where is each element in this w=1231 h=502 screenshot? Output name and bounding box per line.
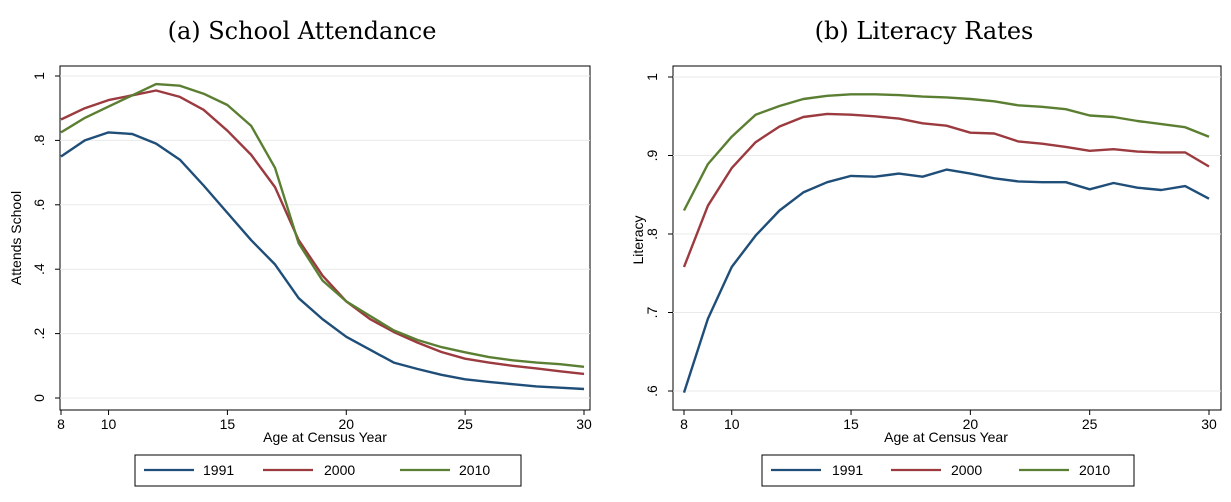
x-tick-label: 15	[843, 416, 859, 432]
series-lines-a	[60, 82, 585, 391]
series-line-2010	[60, 82, 585, 368]
series-line-2000	[60, 89, 585, 376]
x-tick-label: 30	[576, 416, 592, 432]
y-tick-label: .7	[644, 306, 660, 318]
series-line-2010	[682, 93, 1210, 212]
y-tick-label: 0	[31, 394, 47, 402]
chart-title-a: (a) School Attendance	[168, 17, 437, 45]
x-tick-label: 8	[57, 416, 65, 432]
legend-label-2010-a: 2010	[459, 462, 490, 478]
x-axis-label-a: Age at Census Year	[263, 429, 387, 445]
y-tick-label: .6	[644, 385, 660, 397]
series-line-1991	[682, 168, 1210, 393]
legend-b: 1991 2000 2010	[761, 454, 1135, 487]
legend-box-a	[134, 454, 522, 487]
panel-school-attendance: (a) School Attendance 0 .2 .4 .6 .8 1 8 10 15 20…	[8, 17, 592, 487]
x-tick-label: 8	[680, 416, 688, 432]
y-axis-label-b: Literacy	[630, 215, 646, 264]
legend-label-2010-b: 2010	[1079, 462, 1110, 478]
series-line-2000	[682, 112, 1210, 268]
y-tick-label: .4	[31, 263, 47, 275]
x-tick-label: 20	[963, 416, 979, 432]
y-tick-label: .6	[31, 199, 47, 211]
series-line-1991	[60, 131, 585, 391]
y-tick-label: .8	[31, 134, 47, 146]
legend-label-1991-b: 1991	[832, 462, 863, 478]
x-tick-label: 25	[457, 416, 473, 432]
legend-a: 1991 2000 2010	[134, 454, 522, 487]
legend-label-1991-a: 1991	[203, 462, 234, 478]
x-tick-label: 25	[1082, 416, 1098, 432]
y-tick-label: .9	[644, 149, 660, 161]
x-axis-b: 8 10 15 20 25 30	[680, 410, 1217, 432]
x-tick-label: 10	[724, 416, 740, 432]
series-lines-b	[682, 93, 1210, 393]
y-axis-label-a: Attends School	[8, 191, 24, 285]
y-axis-b: .6 .7 .8 .9 1	[644, 73, 673, 397]
legend-box-b	[761, 454, 1135, 487]
x-axis-label-b: Age at Census Year	[884, 429, 1008, 445]
panel-literacy-rates: (b) Literacy Rates .6 .7 .8 .9 1 8 10 15 20 25 30…	[630, 17, 1222, 487]
legend-label-2000-a: 2000	[324, 462, 355, 478]
x-tick-label: 15	[220, 416, 236, 432]
grid-b	[673, 76, 1221, 392]
y-tick-label: 1	[644, 73, 660, 81]
legend-label-2000-b: 2000	[951, 462, 982, 478]
plot-frame-b	[672, 65, 1222, 411]
grid-a	[60, 75, 590, 399]
x-tick-label: 10	[101, 416, 117, 432]
y-tick-label: 1	[31, 72, 47, 80]
y-axis-a: 0 .2 .4 .6 .8 1	[31, 72, 60, 402]
x-axis-a: 8 10 15 20 25 30	[57, 410, 592, 432]
x-tick-label: 30	[1201, 416, 1217, 432]
y-tick-label: .8	[644, 228, 660, 240]
plot-frame-a	[59, 65, 591, 411]
chart-title-b: (b) Literacy Rates	[815, 17, 1034, 45]
y-tick-label: .2	[31, 328, 47, 340]
x-tick-label: 20	[338, 416, 354, 432]
